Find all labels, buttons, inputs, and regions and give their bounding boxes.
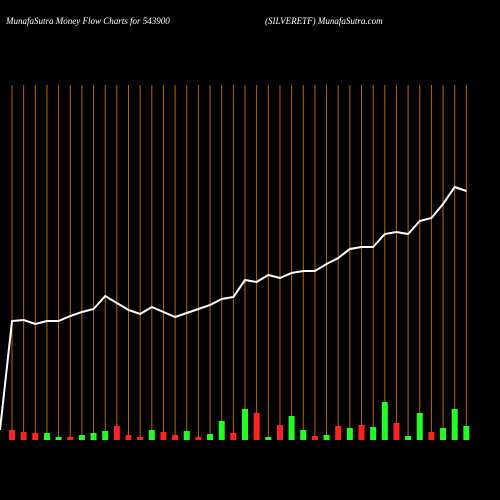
volume-bar bbox=[393, 423, 400, 440]
volume-bar bbox=[323, 435, 330, 440]
volume-bar bbox=[463, 426, 470, 440]
volume-bar bbox=[218, 421, 225, 440]
volume-bar bbox=[370, 427, 377, 440]
volume-bar bbox=[381, 402, 388, 440]
chart-title: MunafaSutra Money Flow Charts for 543900 bbox=[5, 16, 170, 26]
volume-bar bbox=[43, 433, 50, 440]
volume-bar bbox=[20, 432, 27, 440]
chart-subtitle: (SILVERETF) MunafaSutra.com bbox=[265, 16, 383, 26]
volume-bar bbox=[230, 433, 237, 440]
volume-bar bbox=[451, 409, 458, 440]
volume-bar bbox=[253, 413, 260, 440]
volume-bar bbox=[67, 437, 74, 440]
price-line bbox=[0, 185, 467, 431]
volume-bar bbox=[195, 437, 202, 440]
volume-bar bbox=[416, 413, 423, 440]
volume-bar bbox=[172, 435, 179, 440]
volume-bar bbox=[346, 428, 353, 440]
volume-bar bbox=[90, 433, 97, 440]
volume-bar bbox=[207, 434, 214, 440]
volume-bar bbox=[113, 426, 120, 440]
volume-bar bbox=[311, 436, 318, 440]
volume-bar bbox=[428, 432, 435, 440]
volume-bar bbox=[137, 437, 144, 440]
volume-bar bbox=[288, 416, 295, 440]
volume-bar bbox=[32, 433, 39, 440]
volume-bar bbox=[242, 409, 248, 440]
volume-bar bbox=[276, 425, 283, 440]
volume-bar bbox=[160, 432, 167, 440]
volume-bar bbox=[102, 431, 109, 440]
volume-bar bbox=[125, 435, 132, 440]
volume-bar bbox=[358, 425, 365, 440]
volume-bar bbox=[335, 426, 342, 440]
volume-bar bbox=[440, 428, 447, 440]
volume-bar bbox=[183, 431, 190, 440]
volume-bar bbox=[55, 437, 62, 440]
volume-bar bbox=[148, 430, 155, 440]
volume-bar bbox=[300, 430, 307, 440]
volume-bar bbox=[9, 430, 15, 440]
volume-bar bbox=[78, 435, 85, 440]
volume-bar bbox=[265, 437, 272, 440]
volume-bar bbox=[405, 436, 412, 440]
